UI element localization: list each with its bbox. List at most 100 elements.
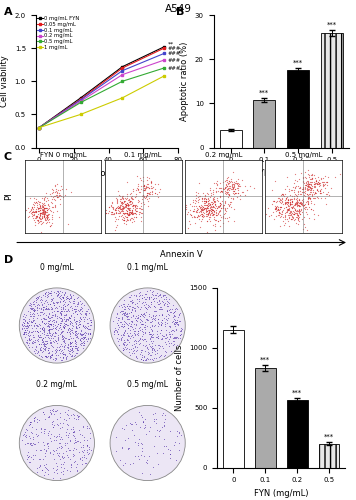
Point (206, 200, 211, 208)
Point (123, 312, 129, 320)
Point (220, 203, 226, 211)
Point (44, 206, 50, 214)
Point (160, 449, 166, 457)
Point (142, 186, 148, 194)
Point (146, 452, 152, 460)
Point (291, 204, 297, 212)
0.2 mg/mL (37, 124, 41, 130)
Point (305, 193, 311, 201)
0.1 mg/mL (120, 68, 125, 73)
Point (26, 420, 32, 428)
Point (136, 314, 141, 322)
Point (157, 185, 162, 193)
Point (281, 204, 287, 212)
Point (38, 220, 44, 228)
Point (277, 203, 283, 211)
Point (171, 312, 177, 320)
Point (58, 325, 64, 333)
Point (49, 194, 54, 202)
Point (193, 207, 199, 215)
Point (232, 185, 238, 193)
Point (313, 188, 318, 196)
Point (76, 412, 82, 420)
Point (36, 207, 41, 215)
Point (289, 198, 295, 206)
Point (151, 297, 157, 305)
Point (31, 304, 37, 312)
Point (139, 444, 145, 452)
Point (152, 315, 157, 323)
Point (122, 327, 128, 335)
Point (151, 312, 156, 320)
Point (144, 354, 150, 362)
Point (116, 204, 122, 212)
Point (64, 294, 69, 302)
1 mg/mL (162, 73, 166, 79)
Point (216, 203, 222, 211)
Point (161, 442, 167, 450)
Point (215, 210, 220, 218)
Point (73, 438, 79, 446)
Point (167, 308, 173, 316)
Point (294, 201, 300, 209)
Point (49, 296, 55, 304)
Point (177, 429, 182, 437)
Point (192, 212, 197, 220)
Point (204, 201, 210, 209)
Point (37, 321, 43, 329)
Point (230, 168, 236, 175)
Point (146, 189, 151, 197)
Point (66, 324, 72, 332)
Point (240, 188, 246, 196)
Point (40, 203, 46, 211)
Point (38, 204, 43, 212)
Point (39, 214, 44, 222)
Point (44, 293, 49, 301)
Point (84, 315, 90, 323)
Point (77, 340, 83, 348)
Point (164, 302, 170, 310)
Point (272, 205, 278, 213)
Point (44, 204, 49, 212)
Point (148, 314, 154, 322)
Point (122, 210, 128, 218)
Point (194, 204, 200, 212)
Point (211, 208, 217, 216)
Point (131, 311, 136, 319)
Point (47, 353, 53, 361)
Point (145, 355, 151, 363)
Point (288, 194, 294, 202)
Point (23, 330, 28, 338)
Point (129, 208, 134, 216)
Point (126, 344, 132, 352)
Point (167, 450, 173, 458)
Point (42, 297, 48, 305)
Point (128, 214, 134, 222)
Point (283, 208, 289, 216)
Point (43, 353, 49, 361)
Text: PI: PI (4, 192, 14, 200)
Point (118, 334, 124, 342)
Point (225, 178, 230, 186)
Point (148, 351, 154, 359)
Point (156, 354, 162, 362)
Point (121, 308, 127, 316)
Point (120, 307, 126, 315)
Point (126, 210, 131, 218)
Point (42, 193, 48, 201)
Point (146, 328, 152, 336)
Point (172, 333, 177, 341)
Point (127, 196, 132, 204)
Point (68, 312, 74, 320)
Point (198, 210, 204, 218)
Point (57, 288, 63, 296)
Point (44, 194, 50, 202)
Point (195, 206, 201, 214)
Point (297, 206, 303, 214)
Point (167, 323, 173, 331)
Point (201, 204, 207, 212)
Point (42, 346, 48, 354)
Point (55, 186, 61, 194)
Point (314, 185, 319, 193)
Point (134, 294, 140, 302)
